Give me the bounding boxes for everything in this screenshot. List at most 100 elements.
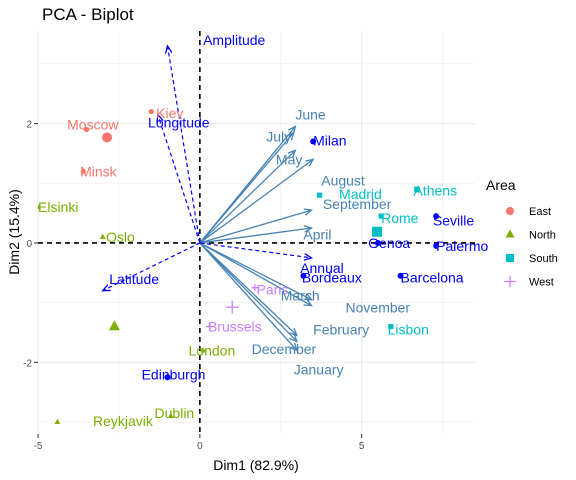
arrow-december [199,242,299,343]
arrow-february [199,242,299,337]
label-minsk: Minsk [80,163,118,179]
arrow-november-head [303,298,313,307]
arrow-january [199,242,299,352]
arrow-december-head [289,333,299,343]
point-bordeaux [300,272,307,279]
supp-arrow-longitude [156,113,201,244]
label-milan: Milan [313,132,346,148]
centroid-south [372,226,383,237]
label-palermo: Palermo [436,238,488,254]
arrow-august-shaft [199,158,314,244]
point-london [200,347,206,353]
arrow-may-head [287,149,297,159]
label-september: September [323,196,392,212]
variable-arrows [101,44,315,352]
legend-label-north: North [529,230,556,242]
arrow-april-head [303,225,314,233]
label-july: July [266,129,291,145]
supp-arrow-amplitude [164,44,201,244]
reference-lines [38,31,475,434]
x-tick-label: 0 [197,441,203,452]
arrow-january-shaft [199,242,298,351]
arrow-february-head [289,327,299,337]
point-moscow [83,126,90,133]
label-december: December [252,341,317,357]
y-tick-label: -2 [23,358,32,369]
legend-item-north: North [505,229,556,242]
point-dublin [167,412,174,419]
supp-arrow-annual-head [303,253,314,261]
label-madrid: Madrid [339,186,382,202]
arrow-september [199,208,314,244]
x-tick-label: 5 [359,441,365,452]
arrow-april-shaft [199,227,312,244]
arrow-september-shaft [199,209,312,244]
label-may: May [276,151,302,167]
arrow-november-shaft [199,242,312,307]
chart-title: PCA - Biplot [42,5,134,24]
point-athens [414,186,420,192]
point-oslo [99,233,106,239]
arrow-may-shaft [199,149,296,244]
point-madrid [317,192,323,198]
label-seville: Seville [433,212,474,228]
label-oslo: Oslo [106,229,135,245]
label-latitude: Latitude [109,271,159,287]
point-kiev [148,109,154,115]
label-barcelona: Barcelona [401,270,464,286]
point-edinburgh [164,374,171,381]
arrow-december-shaft [199,242,298,342]
legend-title: Area [486,177,516,193]
point-brussels [206,323,213,330]
label-june: June [295,107,326,123]
label-november: November [346,299,411,315]
point-reykjavik [54,418,61,425]
arrow-january-head [289,342,299,352]
arrow-march-head [303,293,313,301]
point-rome [378,213,384,219]
x-tick-label: -5 [34,441,43,452]
plot-area [38,44,440,425]
x-axis-ticks: -5 0 5 [34,434,365,452]
label-reykjavik: Reykjavik [93,413,154,429]
arrow-may [199,149,297,244]
supp-arrow-longitude-shaft [157,114,201,244]
point-palermo [433,242,440,249]
arrow-august [199,158,315,244]
label-longitude: Longitude [148,114,210,130]
supp-arrow-latitude-head [101,284,111,292]
supp-arrow-longitude-head [156,113,164,123]
label-lisbon: Lisbon [388,322,429,338]
point-milan [310,138,317,145]
legend-key-west [504,275,516,288]
legend-label-south: South [529,253,558,265]
label-january: January [294,362,344,378]
centroid-east [102,132,113,143]
arrow-august-head [305,158,315,167]
label-kiev: Kiev [156,105,183,121]
point-barcelona [397,272,404,279]
label-edinburgh: Edinburgh [142,366,206,382]
arrow-july-shaft [199,132,295,244]
legend-item-west: West [504,275,554,289]
point-elsinki [38,203,41,210]
arrow-june-head [287,125,297,135]
centroid-west [225,300,239,314]
label-bordeaux: Bordeaux [302,270,362,286]
label-brussels: Brussels [208,319,262,335]
centroid-north [108,320,120,331]
label-london: London [189,342,236,358]
supp-arrow-annual-shaft [199,242,312,259]
supp-arrow-amplitude-shaft [166,45,201,244]
arrow-february-shaft [199,242,298,336]
supp-arrow-latitude [101,242,201,292]
y-tick-label: 0 [26,239,32,250]
y-axis-label: Dim2 (15.4%) [6,189,22,275]
label-genoa: Genoa [368,235,410,251]
legend-label-west: West [529,277,554,289]
supp-arrow-amplitude-head [164,44,173,54]
x-axis-label: Dim1 (82.9%) [213,457,299,473]
